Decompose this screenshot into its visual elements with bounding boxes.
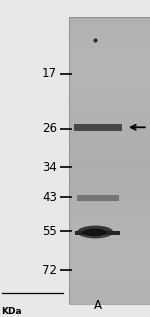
Text: A: A	[93, 299, 102, 312]
Bar	[69, 55, 150, 60]
Bar	[69, 209, 150, 213]
Bar	[69, 218, 150, 223]
Bar	[69, 189, 150, 194]
Text: 72: 72	[42, 263, 57, 277]
Bar	[69, 228, 150, 232]
Bar	[69, 89, 150, 94]
Bar	[69, 275, 150, 280]
Bar	[69, 237, 150, 242]
Bar	[69, 79, 150, 84]
Bar	[69, 199, 150, 204]
Ellipse shape	[80, 232, 112, 237]
Bar	[69, 300, 150, 304]
Bar	[69, 285, 150, 290]
Bar	[69, 41, 150, 46]
Bar	[69, 151, 150, 156]
Bar	[69, 60, 150, 65]
Bar	[69, 27, 150, 31]
Bar	[69, 204, 150, 209]
Bar	[69, 156, 150, 161]
Bar	[69, 31, 150, 36]
Bar	[69, 118, 150, 122]
Text: 55: 55	[42, 225, 57, 238]
Bar	[69, 165, 150, 170]
Bar	[69, 194, 150, 199]
Bar	[69, 295, 150, 300]
Bar	[69, 36, 150, 41]
Bar	[69, 122, 150, 127]
Bar	[69, 247, 150, 252]
Bar	[69, 180, 150, 184]
Bar	[69, 113, 150, 118]
Bar	[69, 146, 150, 151]
Ellipse shape	[82, 229, 107, 236]
Bar	[69, 70, 150, 74]
Bar	[69, 17, 150, 304]
Bar	[69, 84, 150, 89]
Bar	[69, 65, 150, 70]
Bar	[69, 223, 150, 228]
Bar	[69, 184, 150, 189]
Text: 43: 43	[42, 191, 57, 204]
Bar	[69, 51, 150, 55]
Text: KDa: KDa	[2, 307, 22, 316]
Bar	[69, 74, 150, 79]
Bar	[74, 124, 122, 131]
Text: 26: 26	[42, 122, 57, 135]
Bar	[69, 256, 150, 261]
Bar	[75, 231, 120, 235]
Bar	[69, 252, 150, 256]
Bar	[69, 242, 150, 247]
Bar	[69, 108, 150, 113]
Bar	[76, 195, 118, 201]
Bar	[69, 137, 150, 141]
Bar	[69, 271, 150, 275]
Bar	[69, 161, 150, 165]
Bar	[69, 94, 150, 99]
Bar	[69, 99, 150, 103]
Text: 17: 17	[42, 68, 57, 81]
Bar	[69, 103, 150, 108]
Bar	[69, 280, 150, 285]
Bar	[69, 213, 150, 218]
Text: 34: 34	[42, 160, 57, 173]
Bar	[69, 266, 150, 271]
Bar	[69, 232, 150, 237]
Bar	[69, 17, 150, 22]
Ellipse shape	[77, 226, 113, 238]
Bar	[69, 175, 150, 180]
Bar	[69, 132, 150, 137]
Bar	[69, 170, 150, 175]
Bar	[69, 127, 150, 132]
Bar	[69, 141, 150, 146]
Bar	[69, 46, 150, 51]
Bar	[69, 290, 150, 295]
Bar	[69, 22, 150, 27]
Bar	[69, 261, 150, 266]
